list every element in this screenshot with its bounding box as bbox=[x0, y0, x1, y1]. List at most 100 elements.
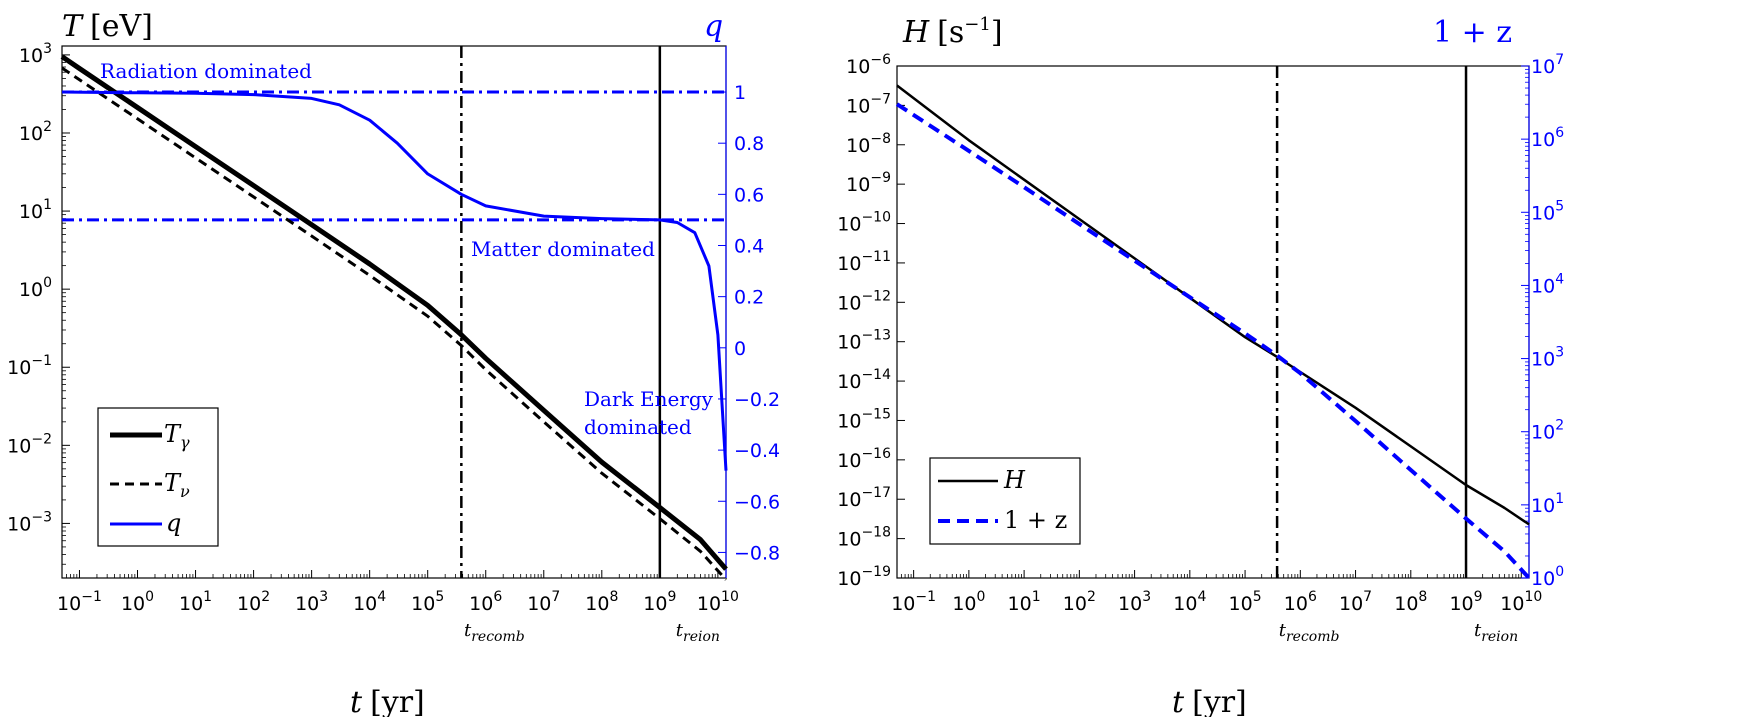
chart2-x-tick-label: 107 bbox=[1339, 589, 1372, 615]
chart2-y-axis-right-label: 1 + z bbox=[1433, 15, 1512, 50]
chart2-series-1 bbox=[895, 102, 1531, 580]
chart2-y-tick-label: 10−7 bbox=[846, 91, 891, 117]
annotation-dark-energy: Dark Energy bbox=[584, 387, 714, 411]
chart2-y-tick-label: 10−12 bbox=[837, 288, 891, 314]
chart1-y-right-tick-label: −0.8 bbox=[734, 542, 780, 564]
chart1-marker-label: trecomb bbox=[464, 620, 525, 645]
chart1-y-tick-label: 10−3 bbox=[7, 509, 52, 535]
chart1-y-tick-label: 101 bbox=[19, 197, 52, 223]
svg-text:t[yr]: t [yr] bbox=[350, 685, 425, 717]
chart1-y-right-tick-label: 0.2 bbox=[734, 287, 764, 309]
chart2-x-tick-label: 105 bbox=[1229, 589, 1262, 615]
chart2-y-tick-label: 10−9 bbox=[846, 170, 891, 196]
chart2-legend: H 1 + z bbox=[929, 457, 1081, 545]
chart2-x-tick-label: 100 bbox=[952, 589, 985, 615]
chart1-x-tick-label: 105 bbox=[411, 589, 444, 615]
chart1-y-axis-left-label: T [eV] bbox=[62, 9, 153, 44]
chart2-marker-label: treion bbox=[1474, 620, 1518, 645]
chart1-x-tick-label: 109 bbox=[643, 589, 676, 615]
chart1-x-tick-label: 1010 bbox=[697, 589, 739, 615]
chart2-x-tick-label: 101 bbox=[1008, 589, 1041, 615]
chart2-y-right-tick-label: 107 bbox=[1531, 52, 1564, 78]
chart1-x-axis-label: t [yr] bbox=[350, 685, 425, 720]
chart2-y-axis-left-label: H [s−1] bbox=[902, 14, 1003, 50]
chart1-x-tick-label: 102 bbox=[237, 589, 270, 615]
chart1-xlabel-base: t bbox=[350, 685, 363, 717]
chart2-ylabel-unit-sup: −1 bbox=[964, 14, 991, 35]
chart1-x-tick-label: 104 bbox=[353, 589, 386, 615]
chart1-y-right-tick-label: −0.6 bbox=[734, 491, 780, 513]
chart2-x-tick-label: 104 bbox=[1173, 589, 1206, 615]
chart2-y-right-tick-label: 100 bbox=[1531, 564, 1564, 590]
legend-label-q: q bbox=[166, 509, 181, 537]
annotation-radiation-dominated: Radiation dominated bbox=[100, 59, 312, 83]
chart1-x-tick-label: 103 bbox=[295, 589, 328, 615]
chart2-x-tick-label: 109 bbox=[1449, 589, 1482, 615]
chart2-y-right-tick-label: 101 bbox=[1531, 491, 1564, 517]
legend-label-h: H bbox=[1003, 466, 1026, 494]
chart2-legend-box bbox=[929, 457, 1081, 545]
annotation-matter-dominated: Matter dominated bbox=[471, 237, 655, 261]
chart1-series-1 bbox=[61, 66, 728, 581]
chart1-y-right-tick-label: 0.8 bbox=[734, 133, 764, 155]
chart1-series-2 bbox=[61, 90, 728, 471]
chart2-y-tick-label: 10−8 bbox=[846, 131, 891, 157]
chart2-y-right-tick-label: 103 bbox=[1531, 345, 1564, 371]
chart2-y-tick-label: 10−13 bbox=[837, 328, 891, 354]
chart1-x-tick-label: 101 bbox=[179, 589, 212, 615]
svg-text:t[yr]: t [yr] bbox=[1172, 685, 1247, 717]
chart2-y-tick-label: 10−16 bbox=[837, 446, 891, 472]
chart1-y-right-tick-label: −0.2 bbox=[734, 389, 780, 411]
chart1-y-axis-right-label: q bbox=[704, 9, 723, 44]
chart2-x-tick-label: 1010 bbox=[1500, 589, 1542, 615]
chart2-x-axis-label: t [yr] bbox=[1172, 685, 1247, 720]
chart2-y-right-tick-label: 104 bbox=[1531, 271, 1564, 297]
chart1-ylabel-unit: [eV] bbox=[90, 9, 153, 44]
chart2-ylabel-unit: [s bbox=[937, 15, 964, 50]
chart1-y-tick-label: 103 bbox=[19, 41, 52, 67]
chart2-x-tick-label: 10−1 bbox=[891, 589, 936, 615]
chart1-y-right-tick-label: 0.4 bbox=[734, 236, 764, 258]
chart1-x-tick-label: 106 bbox=[469, 589, 502, 615]
chart2-ylabel-base: H bbox=[902, 15, 930, 50]
svg-text:T[eV]: T [eV] bbox=[62, 9, 153, 44]
chart2-marker-label: trecomb bbox=[1279, 620, 1340, 645]
chart2-xlabel-base: t bbox=[1172, 685, 1185, 717]
chart2-y-tick-label: 10−11 bbox=[837, 249, 891, 275]
legend-label-one-plus-z: 1 + z bbox=[1004, 506, 1067, 534]
annotation-dark-energy-dominated: dominated bbox=[584, 415, 692, 439]
chart1-x-tick-label: 108 bbox=[585, 589, 618, 615]
chart1-y-tick-label: 100 bbox=[19, 275, 52, 301]
chart1-series-0 bbox=[60, 54, 728, 571]
chart1-y-right-tick-label: −0.4 bbox=[734, 440, 780, 462]
chart2-x-tick-label: 103 bbox=[1118, 589, 1151, 615]
chart2-y-right-tick-label: 102 bbox=[1531, 418, 1564, 444]
chart2-y-tick-label: 10−10 bbox=[837, 210, 891, 236]
chart2-x-tick-label: 102 bbox=[1063, 589, 1096, 615]
temperature-q-chart: T [eV] q t [yr] 10−1 100 101 102 103 104 105 106 1… bbox=[7, 9, 780, 720]
chart1-ylabel-base: T bbox=[62, 9, 84, 44]
svg-text:H[s−1]: H [s−1] bbox=[902, 14, 1003, 50]
chart1-y-right-tick-label: 1 bbox=[734, 82, 746, 104]
chart2-y-tick-label: 10−18 bbox=[837, 525, 891, 551]
chart2-ylabel-unit-end: ] bbox=[991, 15, 1003, 50]
chart1-y-tick-label: 10−1 bbox=[7, 353, 52, 379]
chart2-y-tick-label: 10−19 bbox=[837, 564, 891, 590]
chart2-y-tick-label: 10−17 bbox=[837, 485, 891, 511]
chart2-y-tick-label: 10−6 bbox=[846, 52, 891, 78]
chart1-legend: Tγ Tν q bbox=[97, 407, 219, 547]
chart1-y-right-tick-label: 0.6 bbox=[734, 184, 764, 206]
chart1-marker-label: treion bbox=[676, 620, 720, 645]
chart1-x-tick-label: 10−1 bbox=[57, 589, 102, 615]
chart2-y-tick-label: 10−15 bbox=[837, 406, 891, 432]
chart2-x-tick-label: 108 bbox=[1394, 589, 1427, 615]
chart1-y-tick-label: 102 bbox=[19, 119, 52, 145]
chart1-xlabel-unit: [yr] bbox=[370, 685, 425, 717]
chart2-xlabel-unit: [yr] bbox=[1192, 685, 1247, 717]
chart2-y-tick-label: 10−14 bbox=[837, 367, 891, 393]
chart2-x-tick-label: 106 bbox=[1284, 589, 1317, 615]
chart2-y-right-tick-label: 106 bbox=[1531, 125, 1564, 151]
hubble-redshift-chart: H [s−1] 1 + z t [yr] 10−1 100 101 102 103 104 10… bbox=[837, 14, 1564, 720]
chart1-x-tick-label: 107 bbox=[527, 589, 560, 615]
